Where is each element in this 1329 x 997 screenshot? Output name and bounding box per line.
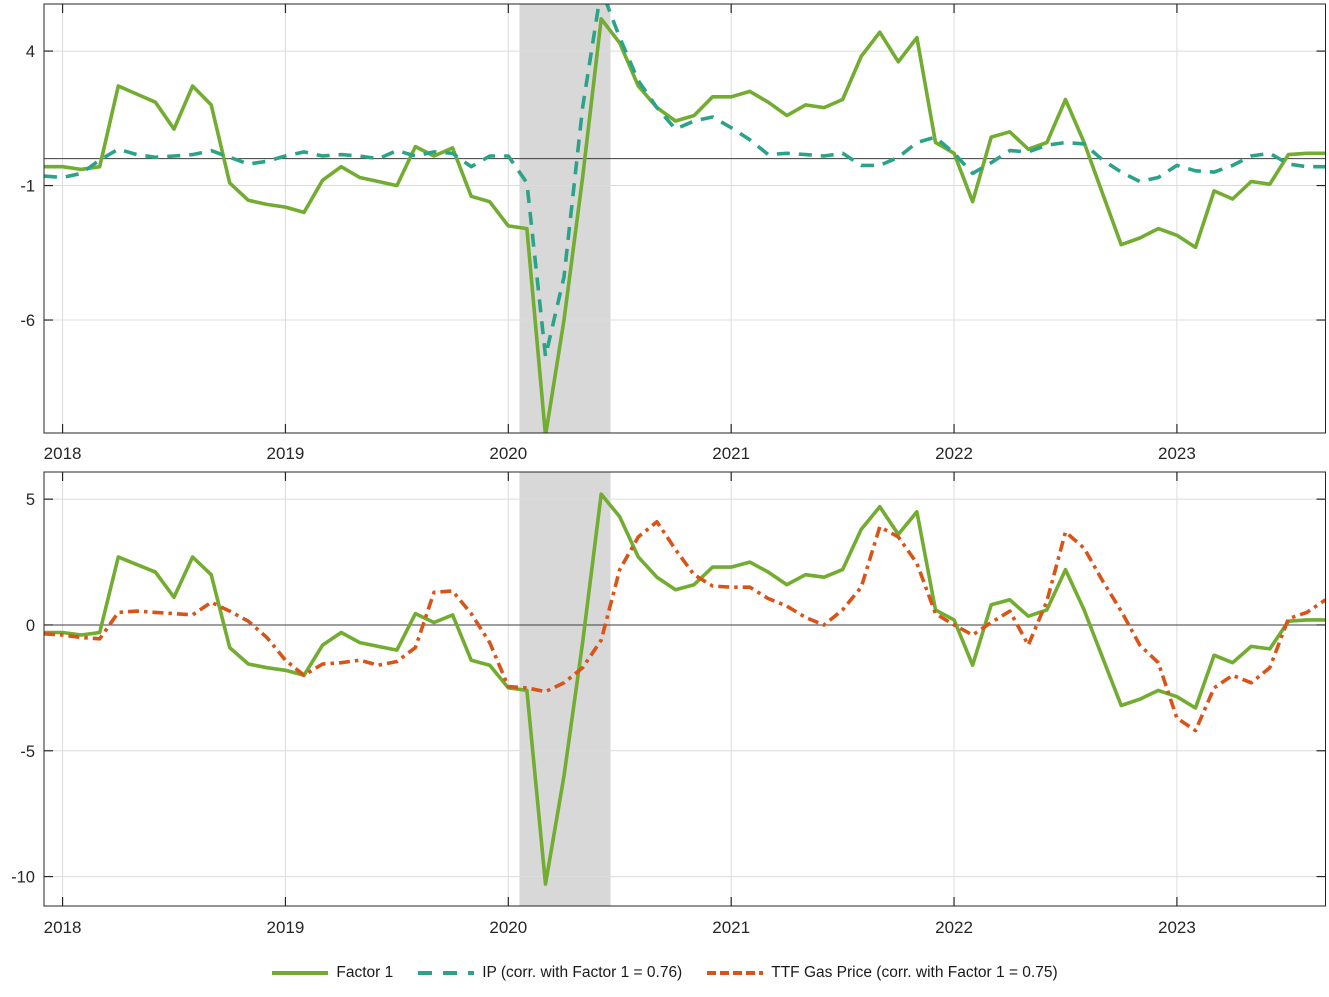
y-tick-label: -5 <box>20 743 35 761</box>
ttf-line <box>44 519 1326 733</box>
factor1-line-sample <box>272 971 329 975</box>
legend-label-ip: IP (corr. with Factor 1 = 0.76) <box>482 964 683 981</box>
y-tick-label: 0 <box>26 617 35 635</box>
x-tick-label: 2018 <box>44 444 82 463</box>
legend-item-ttf: TTF Gas Price (corr. with Factor 1 = 0.7… <box>706 964 1058 982</box>
y-tick-label: 4 <box>26 43 35 61</box>
legend-label-factor1: Factor 1 <box>336 964 394 981</box>
panel-top: 4 -1 -6 2018 2019 2020 2021 2022 2023 <box>20 3 1326 463</box>
legend-item-ip: IP (corr. with Factor 1 = 0.76) <box>417 964 682 982</box>
x-tick-label: 2021 <box>712 918 750 937</box>
legend: Factor 1 IP (corr. with Factor 1 = 0.76)… <box>0 952 1329 994</box>
ip-line-sample <box>418 971 475 975</box>
x-tick-label: 2018 <box>44 918 82 937</box>
x-tick-label: 2022 <box>935 444 973 463</box>
x-tick-label: 2022 <box>935 918 973 937</box>
x-tick-label: 2019 <box>267 444 305 463</box>
legend-label-ttf: TTF Gas Price (corr. with Factor 1 = 0.7… <box>771 964 1058 981</box>
x-tick-label: 2023 <box>1158 444 1196 463</box>
ip-line <box>44 4 1326 359</box>
ttf-line-sample <box>707 971 764 975</box>
factor1-line <box>44 16 1326 433</box>
legend-item-factor1: Factor 1 <box>271 964 393 982</box>
x-tick-label: 2021 <box>712 444 750 463</box>
y-tick-label: -6 <box>20 312 35 330</box>
x-tick-label: 2020 <box>489 918 527 937</box>
axis-box <box>43 3 1326 434</box>
factor1-line <box>44 492 1326 886</box>
y-tick-label: 5 <box>26 491 35 509</box>
x-tick-label: 2020 <box>489 444 527 463</box>
axis-box <box>43 471 1326 907</box>
y-tick-label: -10 <box>11 869 35 887</box>
x-tick-label: 2019 <box>267 918 305 937</box>
panel-bottom: 5 0 -5 -10 2018 2019 2020 2021 2022 2023 <box>11 471 1326 937</box>
x-tick-label: 2023 <box>1158 918 1196 937</box>
y-tick-label: -1 <box>20 178 35 196</box>
